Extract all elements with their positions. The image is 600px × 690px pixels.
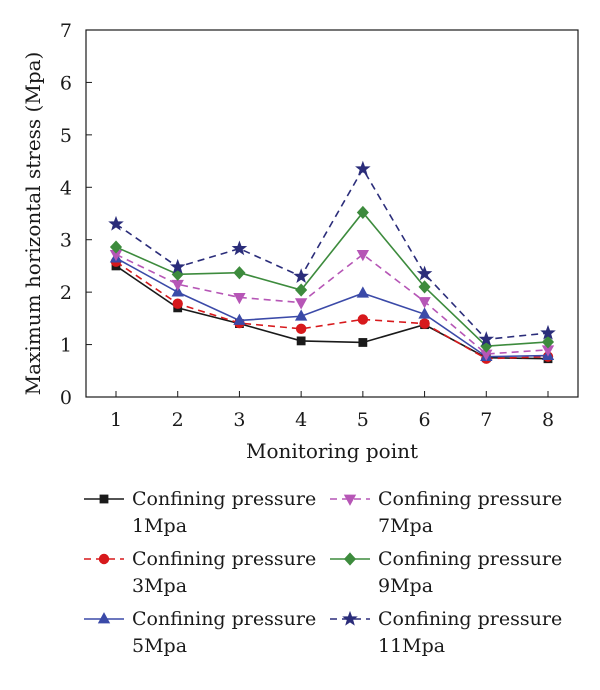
series-line <box>115 211 549 347</box>
data-point <box>294 298 308 310</box>
y-tick-label: 4 <box>60 177 72 199</box>
y-tick-label: 7 <box>60 20 72 42</box>
legend-label: Confining pressure <box>378 488 562 510</box>
data-point <box>356 205 369 220</box>
series-3 <box>109 251 555 362</box>
legend-label: Confining pressure <box>378 608 562 630</box>
legend-marker <box>97 612 111 624</box>
legend-item: Confining pressure 7Mpa <box>330 488 562 537</box>
data-point <box>233 292 246 305</box>
legend-marker <box>343 494 357 506</box>
data-point <box>416 265 433 281</box>
x-tick-label: 3 <box>233 409 245 431</box>
legend-marker <box>342 610 358 626</box>
legend-item: Confining pressure 3Mpa <box>84 548 316 597</box>
x-axis-title: Monitoring point <box>246 439 418 463</box>
data-point <box>355 160 371 176</box>
data-point <box>357 314 369 325</box>
y-tick-label: 6 <box>60 72 72 94</box>
legend-label: Confining pressure <box>132 548 316 570</box>
legend-marker <box>99 494 109 504</box>
data-point <box>295 283 308 297</box>
x-tick-label: 4 <box>295 409 307 431</box>
data-point <box>169 258 186 274</box>
legend-item: Confining pressure 11Mpa <box>330 608 562 657</box>
series-6 <box>108 160 556 346</box>
legend-marker <box>98 553 110 565</box>
y-tick-label: 3 <box>60 230 72 252</box>
data-point <box>109 240 123 254</box>
y-axis-title: Maximum horizontal stress (Mpa) <box>21 52 45 396</box>
legend-label-unit: 5Mpa <box>132 635 187 657</box>
data-point <box>296 336 306 346</box>
data-point <box>233 313 246 325</box>
legend-item: Confining pressure 9Mpa <box>330 548 562 597</box>
data-point <box>540 324 556 340</box>
y-tick-label: 5 <box>60 125 72 147</box>
series-line <box>115 261 549 360</box>
series-line <box>115 257 549 358</box>
series-line <box>115 167 549 341</box>
legend-label: Confining pressure <box>132 488 316 510</box>
data-point <box>108 215 124 231</box>
plot-frame <box>85 29 579 398</box>
y-tick-label: 2 <box>60 282 72 304</box>
legend-marker <box>343 552 357 566</box>
legend-item: Confining pressure 1Mpa <box>84 488 316 537</box>
data-point <box>418 280 431 294</box>
data-point <box>358 338 368 347</box>
data-point <box>231 240 248 256</box>
plot-area <box>108 160 556 364</box>
data-point <box>418 297 431 309</box>
x-tick-label: 1 <box>110 409 122 431</box>
data-point <box>233 266 246 280</box>
legend-label-unit: 11Mpa <box>378 635 445 657</box>
legend-label: Confining pressure <box>132 608 316 630</box>
legend-label-unit: 1Mpa <box>132 515 187 537</box>
x-tick-label: 7 <box>480 409 492 431</box>
data-point <box>172 298 183 309</box>
legend-label-unit: 3Mpa <box>132 575 187 597</box>
data-point <box>356 286 370 298</box>
x-tick-label: 2 <box>172 409 184 431</box>
series-5 <box>109 205 555 353</box>
data-point <box>171 285 184 297</box>
data-point <box>293 268 309 284</box>
x-tick-label: 8 <box>542 409 554 431</box>
data-point <box>295 323 307 335</box>
legend-label: Confining pressure <box>378 548 562 570</box>
data-point <box>541 335 555 349</box>
axes: 0 1 2 3 4 5 6 7 1 2 3 4 5 6 7 8 <box>60 20 579 431</box>
legend-label-unit: 7Mpa <box>378 515 433 537</box>
x-tick-label: 5 <box>357 409 369 431</box>
data-point <box>419 318 430 329</box>
legend-label-unit: 9Mpa <box>378 575 433 597</box>
y-tick-label: 0 <box>60 387 72 409</box>
x-tick-label: 6 <box>419 409 431 431</box>
series-line <box>115 253 549 355</box>
data-point <box>478 331 495 346</box>
y-tick-label: 1 <box>60 335 72 357</box>
legend-item: Confining pressure 5Mpa <box>84 608 316 657</box>
data-point <box>418 307 431 319</box>
data-point <box>356 249 370 262</box>
data-point <box>294 309 308 321</box>
